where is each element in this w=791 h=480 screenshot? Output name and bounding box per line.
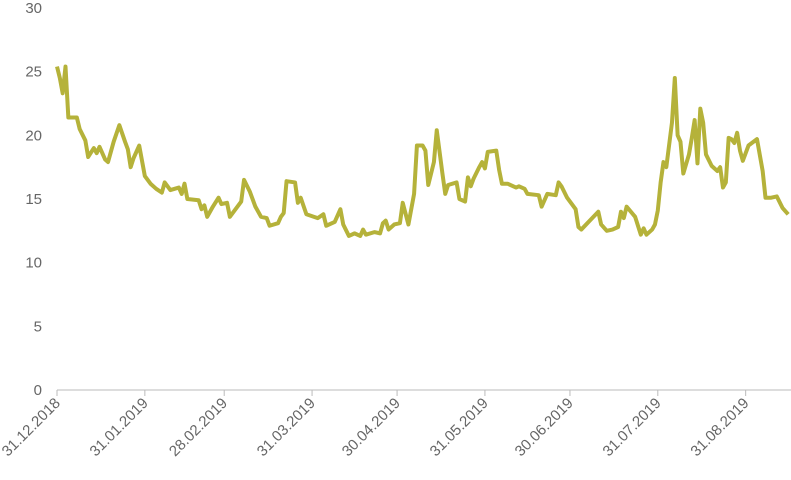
- y-tick-label: 15: [25, 191, 42, 208]
- x-tick-label: 31.03.2019: [254, 395, 319, 460]
- x-tick-label: 30.06.2019: [512, 395, 577, 460]
- y-tick-label: 10: [25, 255, 42, 272]
- x-tick-label: 28.02.2019: [166, 395, 231, 460]
- x-tick-label: 31.08.2019: [687, 395, 752, 460]
- y-tick-label: 5: [34, 318, 42, 335]
- y-tick-label: 30: [25, 0, 42, 17]
- x-tick-label: 31.12.2018: [0, 395, 64, 460]
- y-tick-label: 20: [25, 127, 42, 144]
- line-series: [55, 64, 790, 238]
- x-tick-label: 31.05.2019: [427, 395, 492, 460]
- y-tick-label: 0: [34, 382, 42, 399]
- y-tick-label: 25: [25, 64, 42, 81]
- x-tick-label: 30.04.2019: [339, 395, 404, 460]
- x-tick-label: 31.01.2019: [87, 395, 152, 460]
- x-tick-label: 31.07.2019: [600, 395, 665, 460]
